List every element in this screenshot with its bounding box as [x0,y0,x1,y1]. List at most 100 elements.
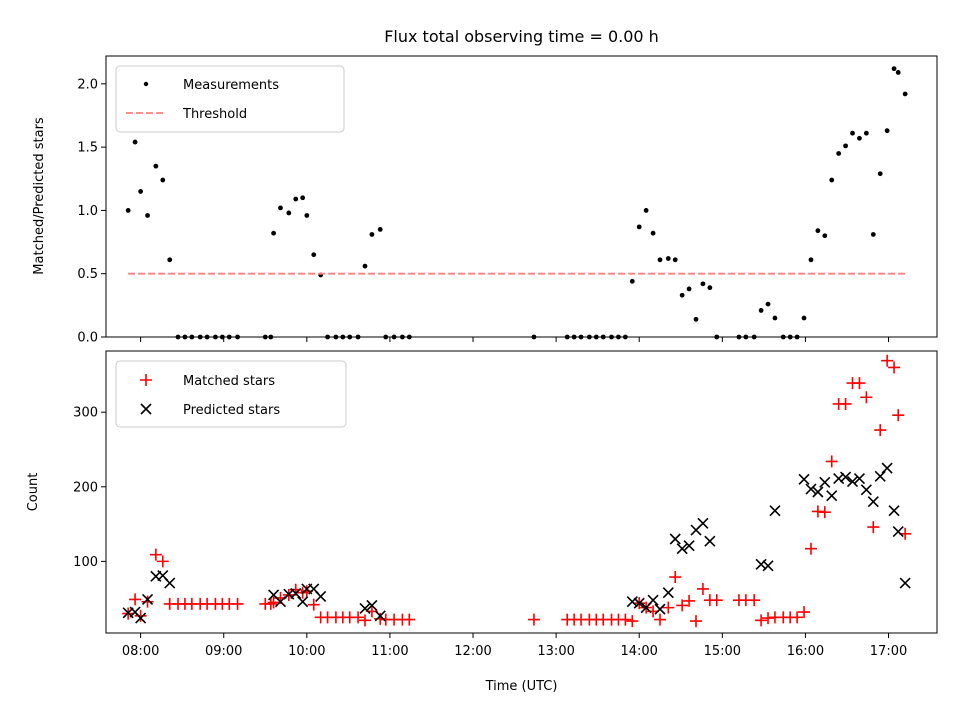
top-panel-legend: Measurements Threshold [115,65,345,133]
matched-stars-point [710,594,723,607]
predicted-stars-point [874,470,886,482]
measurements-point [657,257,663,263]
legend-measurements-label: Measurements [183,78,279,93]
measurements-point [870,232,876,237]
measurements-point [863,130,869,136]
predicted-stars-point [315,590,327,603]
measurements-point [293,196,299,202]
matched-stars-point [654,613,666,626]
measurements-point [167,257,173,263]
top-y-tick-label: 1.0 [77,204,98,219]
measurements-point [145,213,150,218]
predicted-stars-point [819,476,831,488]
top-y-tick-label: 0.0 [77,331,98,346]
matched-stars-legend-marker [140,374,152,386]
x-tick-label: 09:00 [205,644,242,659]
matched-stars-point [676,599,689,612]
predicted-stars-point [888,505,900,517]
matched-stars-point [149,548,162,561]
predicted-stars-point [164,577,176,589]
predicted-stars-point [769,505,781,517]
top-panel-y-axis-label: Matched/Predicted stars [32,117,47,275]
matched-stars-point [134,609,147,622]
predicted-stars-point [683,540,695,552]
measurements-point [895,70,901,75]
measurements-point [891,66,897,72]
measurements-point [278,205,283,211]
matched-stars-point [527,613,540,626]
matched-stars-point [156,555,169,568]
measurements-point [902,91,908,97]
matched-stars-point [231,597,244,610]
measurements-point [857,135,862,141]
measurements-point [758,308,764,313]
measurements-point [693,316,699,322]
measurements-point [707,285,713,291]
predicted-stars-point [805,483,817,495]
predicted-stars-point [840,471,852,483]
measurements-point [850,130,855,136]
matched-stars-point [129,593,142,606]
top-panel-axes: 0.0 0.5 1.0 1.5 2.0 [77,77,890,346]
matched-stars-point [798,606,811,619]
matched-stars-point [662,601,675,614]
x-tick-label: 12:00 [454,644,491,659]
top-y-tick-label: 1.5 [77,141,98,156]
measurements-point [765,301,771,307]
matched-stars-point [791,611,804,624]
matched-stars-point [352,611,365,624]
x-tick-label: 14:00 [620,644,657,659]
bottom-y-tick-label: 200 [73,480,98,495]
predicted-stars-point [676,543,688,555]
matched-stars-point [755,614,768,627]
matched-stars-point [867,521,880,534]
predicted-stars-point [374,610,386,622]
measurements-point [672,257,678,263]
predicted-stars-point [812,486,824,498]
top-legend-box [115,65,345,133]
x-tick-label: 16:00 [787,644,824,659]
matched-stars-point [403,613,416,626]
measurements-point [700,281,706,287]
bottom-y-tick-label: 100 [73,555,98,570]
matched-stars-point [860,391,873,404]
top-panel: Flux total observing time = 0.00 h Match… [32,27,938,346]
bottom-y-tick-label: 300 [73,406,98,421]
predicted-stars-point [647,594,659,606]
measurements-point [815,228,821,234]
bottom-panel-data [122,354,912,628]
measurements-point [884,128,890,134]
measurements-point [369,232,375,237]
matched-stars-point [804,542,817,555]
measurements-point [311,252,317,258]
x-axis-label: Time (UTC) [485,679,558,694]
predicted-stars-point [669,533,681,545]
predicted-stars-point [626,596,638,608]
predicted-stars-point [892,525,904,538]
predicted-stars-point [290,587,302,600]
predicted-stars-point [881,462,893,474]
matched-stars-point [626,615,639,628]
predicted-stars-point [654,603,666,615]
bottom-legend-box [115,360,347,428]
matched-stars-point [892,409,905,422]
measurements-point [843,143,848,149]
matched-stars-point [748,594,761,607]
matched-stars-point [141,595,154,608]
top-panel-frame [105,55,938,338]
matched-stars-point [669,571,682,584]
predicted-stars-point [135,612,147,624]
measurements-point [362,263,368,269]
matched-stars-point [690,615,703,628]
x-tick-label: 13:00 [537,644,574,659]
measurements-point [286,210,292,216]
x-tick-label: 11:00 [371,644,408,659]
measurements-point [643,208,649,213]
matched-stars-point [853,377,866,390]
predicted-stars-point [833,473,845,485]
predicted-stars-point [359,602,371,614]
predicted-stars-point [697,517,709,529]
predicted-stars-point [867,496,879,508]
predicted-stars-point [798,473,810,485]
measurements-point [679,292,685,298]
